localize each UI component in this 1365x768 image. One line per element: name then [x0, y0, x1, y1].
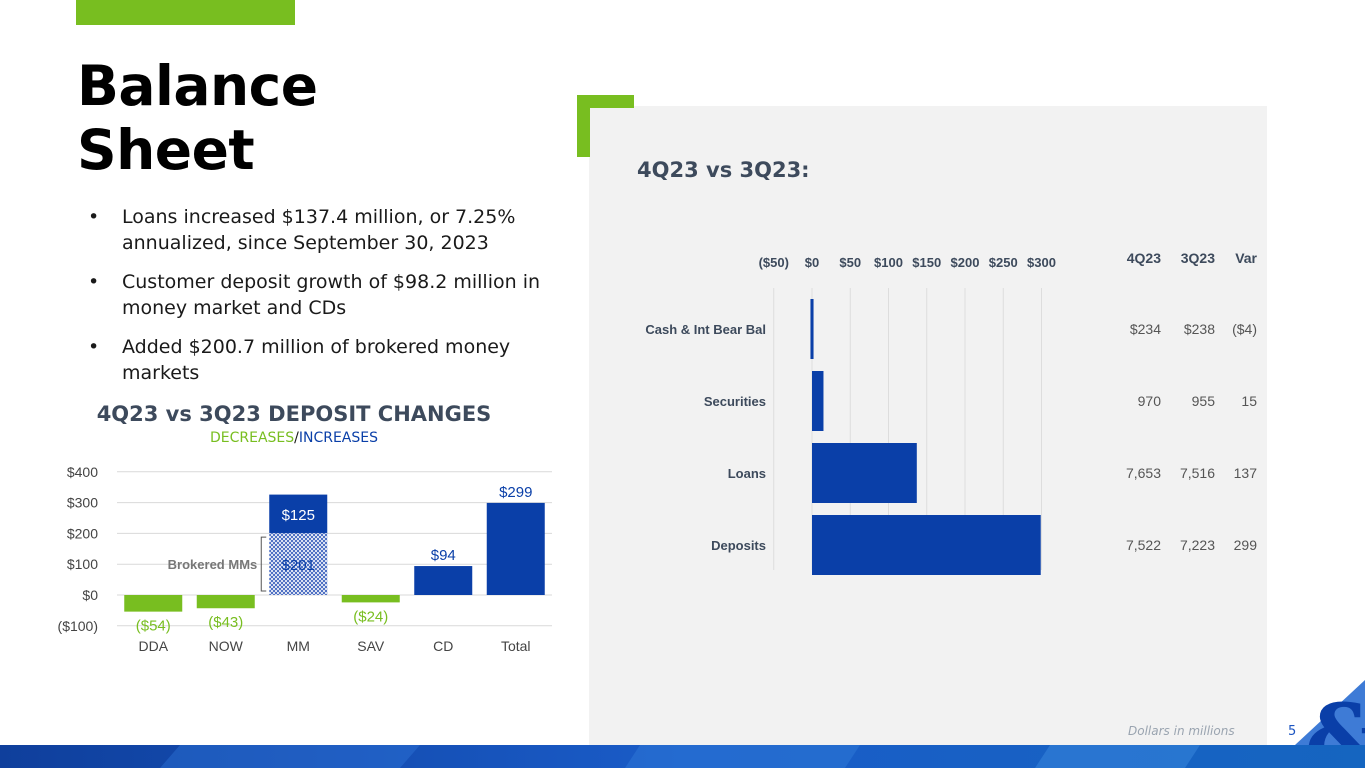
category-label: Securities [704, 394, 766, 409]
x-tick-label: $100 [874, 255, 903, 270]
data-label: ($24) [353, 608, 388, 625]
bottom-footer-band [0, 745, 1365, 768]
x-tick-label: SAV [357, 638, 385, 654]
units-footnote: Dollars in millions [1128, 724, 1235, 738]
data-label: ($54) [136, 618, 171, 635]
table-cell: 299 [1234, 537, 1258, 553]
bar [486, 502, 545, 595]
x-tick-label: $250 [989, 255, 1018, 270]
table-cell: 7,653 [1126, 465, 1161, 481]
x-tick-label: CD [433, 638, 453, 654]
page-title: Balance Sheet [77, 54, 318, 182]
x-tick-label: NOW [209, 638, 244, 654]
page-title-line-1: Balance [77, 54, 318, 118]
data-label: $299 [499, 484, 532, 501]
subtitle-decreases: DECREASES [209, 430, 295, 446]
y-tick-label: $200 [67, 525, 98, 541]
bullet-item: • Added $200.7 million of brokered money … [88, 334, 548, 386]
category-label: Deposits [711, 538, 766, 553]
x-tick-label: MM [287, 638, 310, 654]
bar [812, 515, 1041, 575]
panel-heading: 4Q23 vs 3Q23: [637, 158, 810, 182]
balance-sheet-variance-chart: ($50) $0 $50 $100 $150 $200 $250 $300 4Q23 3Q23 Va… [645, 250, 1258, 575]
ampersand-logo-icon: & [1295, 680, 1365, 745]
balance-sheet-panel [589, 106, 1267, 746]
bullet-dot-icon: • [88, 336, 100, 358]
bullet-dot-icon: • [88, 271, 100, 293]
page-title-line-2: Sheet [77, 118, 255, 182]
y-tick-label: $400 [67, 464, 98, 480]
brokered-bracket [260, 536, 267, 592]
bullet-text: Loans increased $137.4 million, or 7.25%… [122, 206, 516, 254]
deposit-chart-subtitle: DECREASES/INCREASES [60, 430, 528, 446]
corner-bracket-icon [577, 95, 634, 157]
table-cell: 7,522 [1126, 537, 1161, 553]
data-label: ($43) [208, 614, 243, 631]
data-label: $201 [282, 557, 315, 574]
y-tick-label: ($100) [58, 618, 98, 634]
bullet-text: Added $200.7 million of brokered money m… [122, 336, 511, 384]
top-accent-bar [76, 0, 295, 25]
table-cell: 955 [1192, 393, 1216, 409]
x-tick-label: $0 [805, 255, 819, 270]
bar [196, 595, 255, 609]
bullet-dot-icon: • [88, 206, 100, 228]
page-number: 5 [1288, 724, 1297, 739]
data-label: $94 [431, 547, 456, 564]
table-cell: ($4) [1232, 321, 1257, 337]
bar [414, 566, 473, 595]
bar [341, 595, 400, 603]
x-tick-label: $150 [912, 255, 941, 270]
table-cell: 15 [1241, 393, 1257, 409]
deposit-chart-title: 4Q23 vs 3Q23 DEPOSIT CHANGES [96, 402, 492, 426]
bar [124, 595, 183, 612]
x-tick-label: DDA [138, 638, 168, 654]
bullet-item: • Loans increased $137.4 million, or 7.25… [88, 204, 548, 256]
x-tick-label: $50 [839, 255, 861, 270]
table-column-header: 3Q23 [1181, 250, 1215, 266]
table-cell: 137 [1234, 465, 1258, 481]
y-tick-label: $300 [67, 495, 98, 511]
bar [810, 299, 814, 359]
bullet-item: • Customer deposit growth of $98.2 millio… [88, 269, 548, 321]
table-cell: 7,223 [1180, 537, 1215, 553]
x-tick-label: ($50) [759, 255, 789, 270]
y-tick-label: $100 [67, 556, 98, 572]
x-tick-label: $300 [1027, 255, 1056, 270]
bar-segment-brokered [269, 533, 328, 595]
bullet-list: • Loans increased $137.4 million, or 7.25… [88, 204, 548, 399]
bar-segment [269, 494, 328, 534]
bar [812, 443, 917, 503]
bullet-text: Customer deposit growth of $98.2 million… [122, 271, 541, 319]
table-cell: 970 [1138, 393, 1162, 409]
subtitle-separator: / [294, 430, 299, 446]
bar [812, 371, 824, 431]
category-label: Loans [728, 466, 766, 481]
svg-text:&: & [1305, 684, 1365, 745]
y-tick-label: $0 [82, 587, 98, 603]
category-label: Cash & Int Bear Bal [645, 322, 766, 337]
x-tick-label: $200 [951, 255, 980, 270]
table-column-header: 4Q23 [1127, 250, 1161, 266]
table-column-header: Var [1235, 250, 1257, 266]
brokered-label: Brokered MMs [168, 557, 258, 572]
table-cell: $238 [1184, 321, 1215, 337]
x-tick-label: Total [501, 638, 531, 654]
table-cell: 7,516 [1180, 465, 1215, 481]
subtitle-increases: INCREASES [298, 430, 379, 446]
deposit-changes-chart: $400 $300 $200 $100 $0 ($100) DDA ($54) NOW ($43)… [58, 464, 552, 654]
data-label: $125 [282, 507, 315, 524]
table-cell: $234 [1130, 321, 1161, 337]
